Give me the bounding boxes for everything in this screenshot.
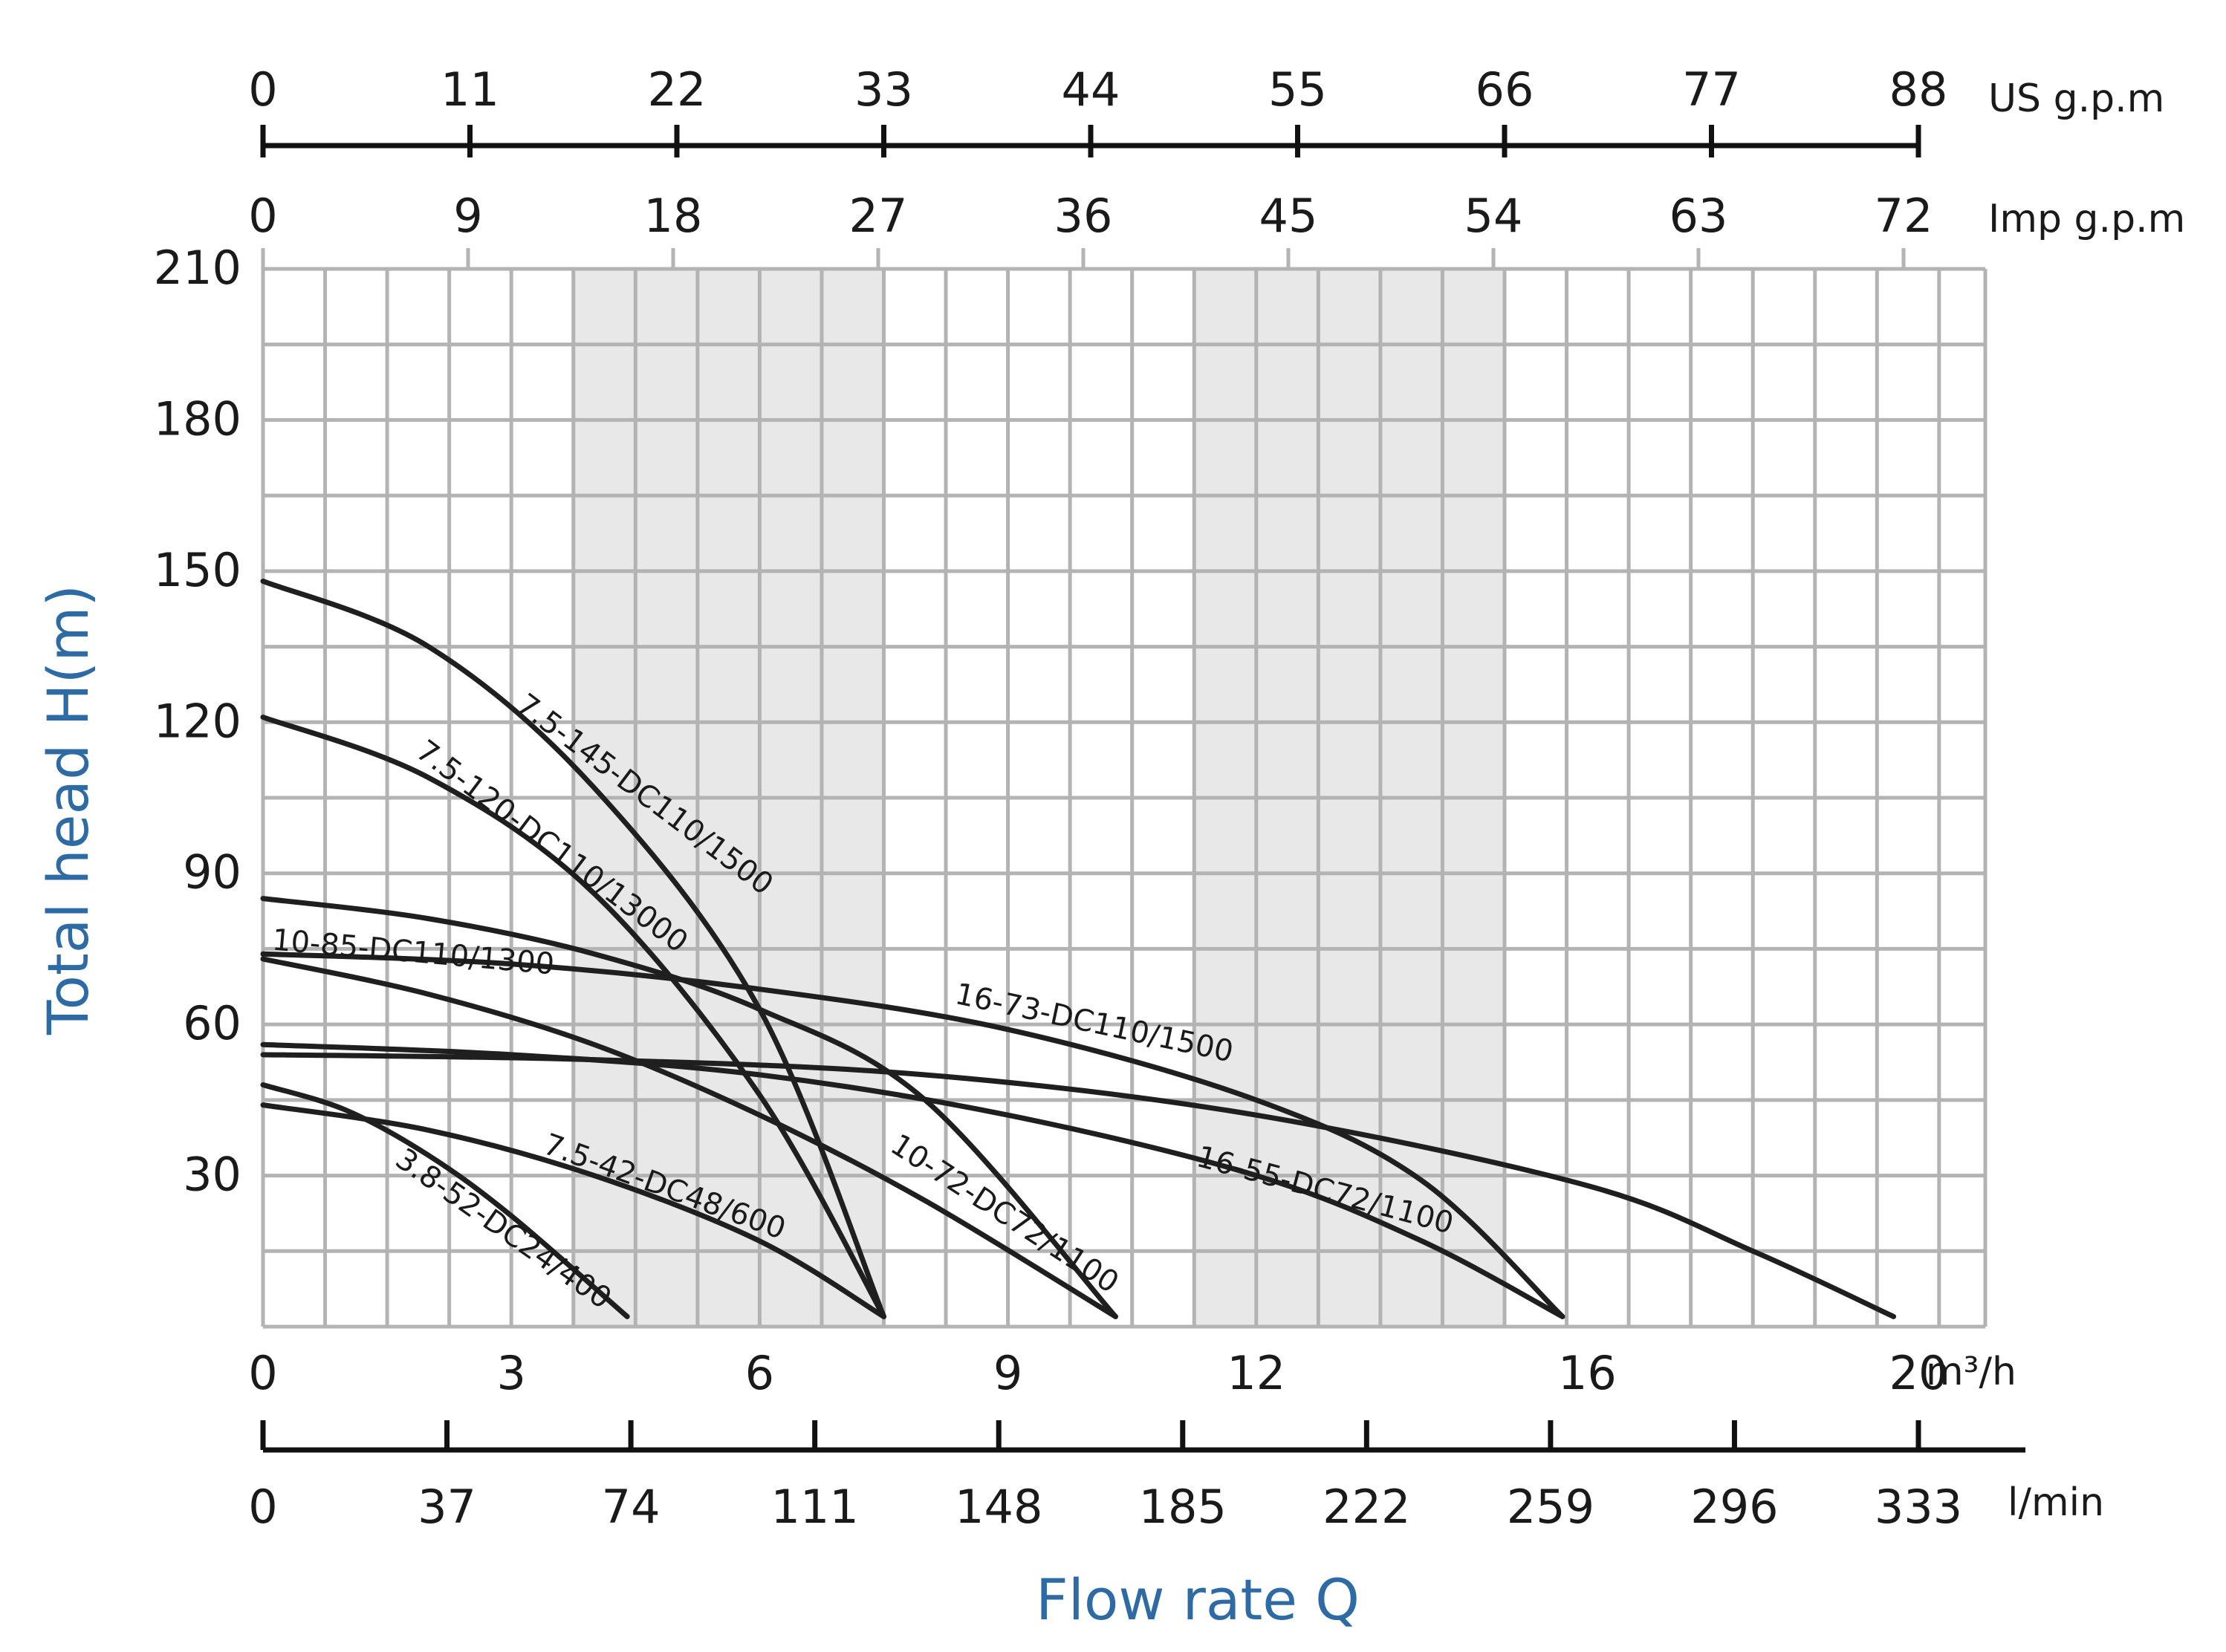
us-tick-label: 0 (248, 62, 277, 117)
x-tick-label: 12 (1227, 1346, 1285, 1400)
us-tick-label: 77 (1682, 62, 1741, 117)
y-tick-label: 150 (154, 543, 241, 597)
lmin-tick-label: 0 (248, 1480, 277, 1534)
lmin-tick-label: 333 (1875, 1480, 1962, 1534)
y-tick-label: 60 (183, 996, 241, 1050)
lmin-tick-label: 111 (770, 1480, 858, 1534)
imp-tick-label: 63 (1670, 189, 1728, 243)
imp-tick-label: 0 (248, 189, 277, 243)
x-tick-label: 9 (993, 1346, 1022, 1400)
imp-axis: 0 9 18 27 36 45 54 63 72 Imp g.p.m (248, 189, 2185, 269)
us-tick-label: 33 (854, 62, 913, 117)
x-tick-label: 0 (248, 1346, 277, 1400)
lmin-tick-label: 148 (955, 1480, 1042, 1534)
curve-6 (260, 1052, 1897, 1319)
us-tick-label: 88 (1889, 62, 1948, 117)
grid (261, 267, 1988, 1329)
us-tick-label: 11 (441, 62, 499, 117)
x-tick-label: 20 (1889, 1346, 1948, 1400)
y-tick-label: 180 (154, 391, 241, 446)
imp-tick-label: 27 (849, 189, 908, 243)
y-axis-title: Total head H(m) (35, 585, 101, 1035)
imp-tick-label: 45 (1259, 189, 1318, 243)
lmin-tick-label: 37 (418, 1480, 476, 1534)
curve-1 (260, 715, 886, 1319)
curves (260, 578, 1897, 1319)
imp-tick-label: 72 (1875, 189, 1933, 243)
us-tick-label: 55 (1268, 62, 1327, 117)
x-axis-title: Flow rate Q (1036, 1567, 1360, 1633)
x-tick-label: 16 (1558, 1346, 1617, 1400)
y-tick-label: 120 (154, 694, 241, 748)
imp-tick-label: 54 (1464, 189, 1523, 243)
y-tick-label: 30 (183, 1148, 241, 1202)
curve-8 (260, 1082, 630, 1319)
us-tick-label: 66 (1476, 62, 1534, 117)
curve-4 (260, 956, 1118, 1319)
us-tick-label: 22 (648, 62, 707, 117)
lmin-axis: 0 37 74 111 148 185 222 259 296 333 l/min (248, 1420, 2104, 1534)
lmin-unit-label: l/min (2008, 1480, 2104, 1525)
us-tick-label: 44 (1062, 62, 1120, 117)
curve-2 (260, 896, 1118, 1319)
lmin-tick-label: 296 (1690, 1480, 1778, 1534)
lmin-tick-label: 259 (1507, 1480, 1594, 1534)
imp-tick-label: 9 (453, 189, 482, 243)
y-tick-label: 90 (183, 845, 241, 900)
curve-5 (260, 1041, 1565, 1319)
imp-tick-label: 18 (644, 189, 703, 243)
lmin-tick-label: 185 (1139, 1480, 1227, 1534)
us-unit-label: US g.p.m (1988, 77, 2164, 121)
x-tick-label: 3 (496, 1346, 525, 1400)
lmin-tick-label: 222 (1323, 1480, 1410, 1534)
imp-tick-label: 36 (1054, 189, 1113, 243)
curve-3 (260, 951, 1565, 1319)
x-unit-label: m³/h (1926, 1350, 2016, 1394)
x-tick-label: 6 (745, 1346, 774, 1400)
imp-unit-label: Imp g.p.m (1988, 197, 2185, 241)
lmin-tick-label: 74 (602, 1480, 661, 1534)
us-axis: 0 11 22 33 44 55 66 77 88 US g.p.m (248, 62, 2164, 157)
curve-label: 10-72-DC72/1100 (884, 1128, 1124, 1300)
y-tick-label: 210 (154, 241, 241, 295)
